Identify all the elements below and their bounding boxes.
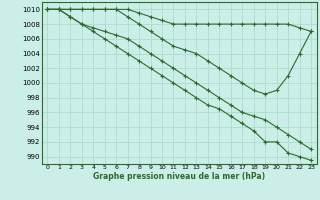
X-axis label: Graphe pression niveau de la mer (hPa): Graphe pression niveau de la mer (hPa) bbox=[93, 172, 265, 181]
